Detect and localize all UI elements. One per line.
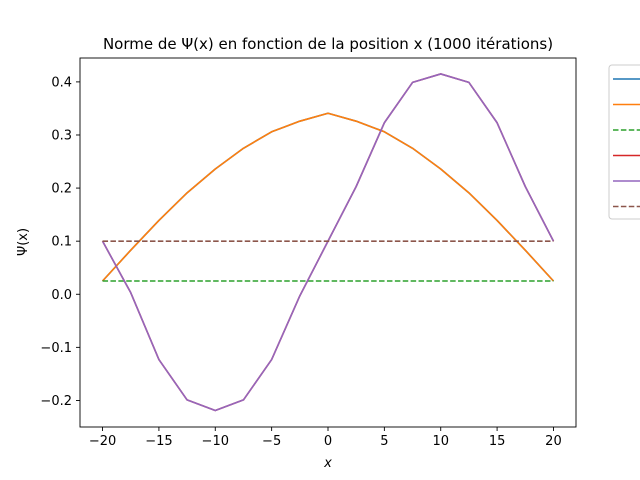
x-tick-label: 15 (489, 434, 506, 449)
x-tick-label: 0 (324, 434, 332, 449)
y-tick-label: −0.1 (40, 341, 72, 356)
y-axis-label: Ψ(x) (16, 228, 31, 256)
y-axis: −0.2 −0.1 0.0 0.1 0.2 0.3 0.4 (40, 75, 80, 409)
x-axis: −20 −15 −10 −5 0 5 10 15 20 (89, 427, 562, 449)
y-tick-label: 0.3 (51, 128, 72, 143)
y-tick-label: 0.1 (51, 235, 72, 250)
x-tick-label: 5 (380, 434, 388, 449)
x-tick-label: 20 (545, 434, 562, 449)
x-tick-label: −20 (89, 434, 116, 449)
x-axis-label: x (323, 456, 332, 471)
plot-area (79, 57, 577, 428)
y-tick-label: 0.4 (51, 75, 72, 90)
chart-title: Norme de Ψ(x) en fonction de la position… (103, 35, 553, 53)
series-line-2 (101, 112, 555, 282)
y-tick-label: −0.2 (40, 394, 72, 409)
x-tick-label: −15 (145, 434, 172, 449)
x-tick-label: −5 (262, 434, 281, 449)
x-tick-label: 10 (432, 434, 449, 449)
y-tick-label: 0.2 (51, 182, 72, 197)
x-tick-label: −10 (202, 434, 229, 449)
legend (608, 64, 640, 220)
legend-box (608, 64, 640, 220)
y-tick-label: 0.0 (51, 288, 72, 303)
